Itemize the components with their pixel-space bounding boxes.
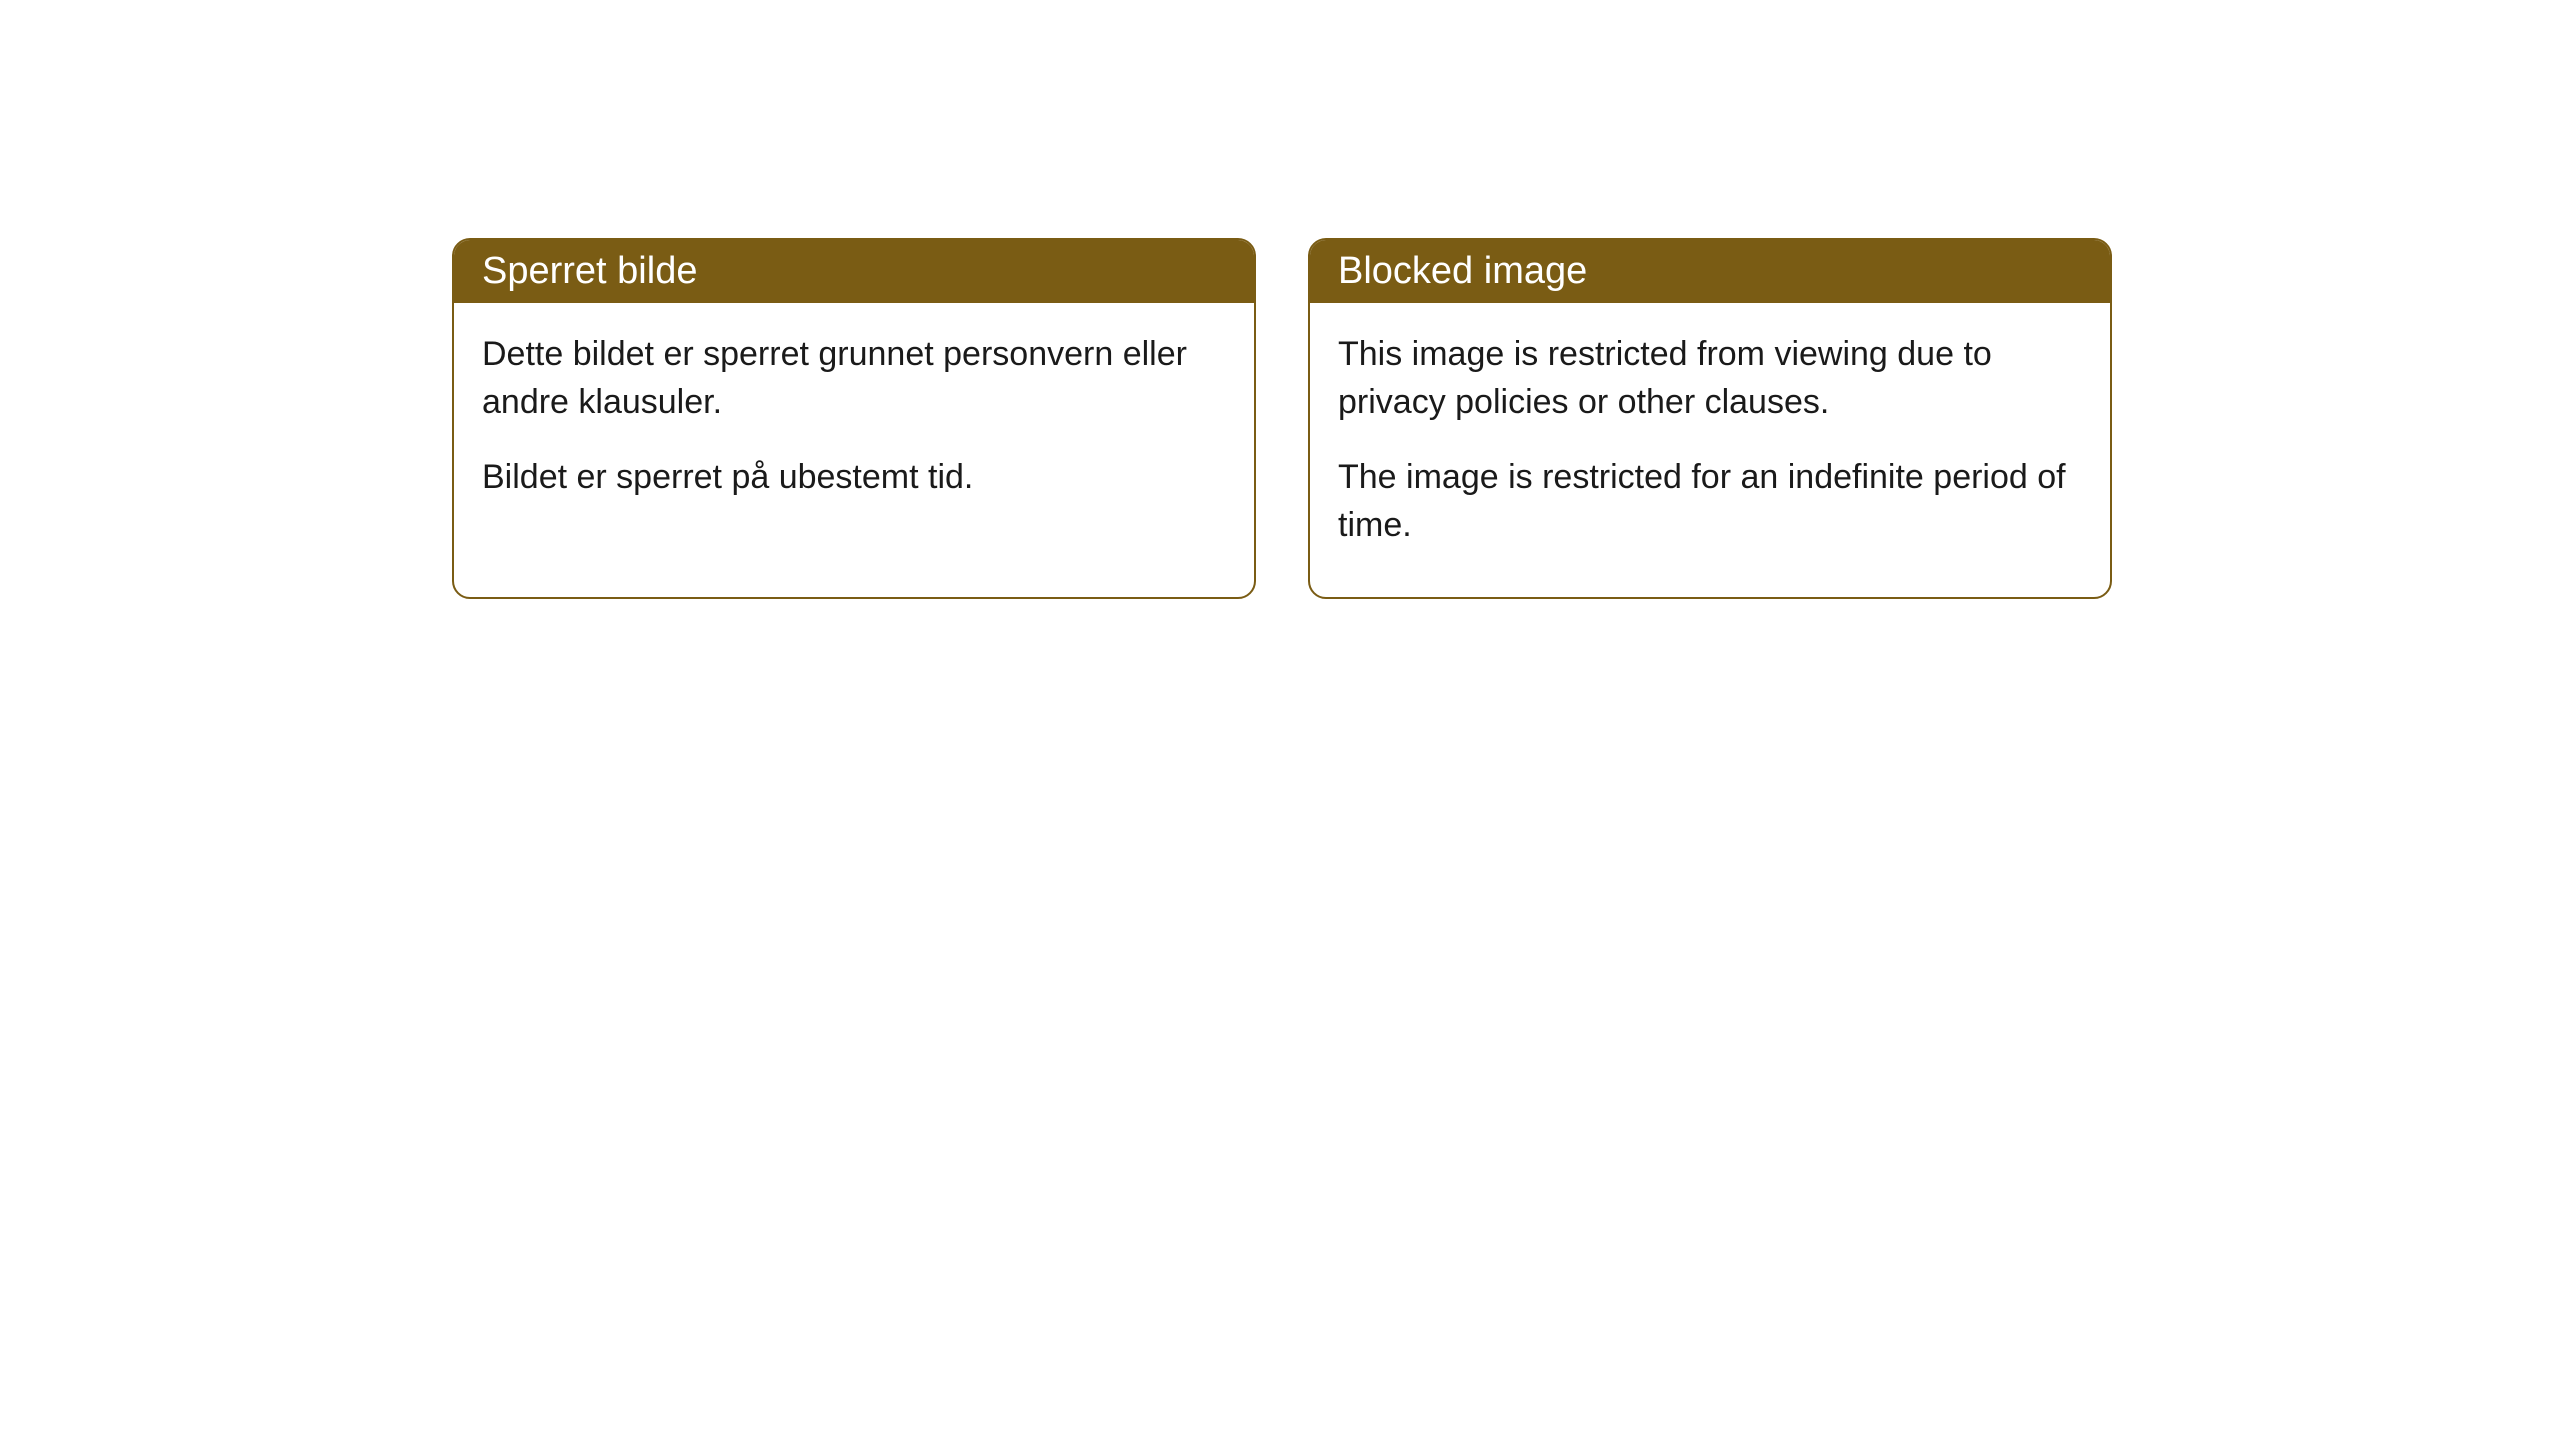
paragraph-1-english: This image is restricted from viewing du… [1338, 331, 2082, 426]
card-english: Blocked image This image is restricted f… [1308, 238, 2112, 599]
cards-container: Sperret bilde Dette bildet er sperret gr… [452, 238, 2560, 599]
card-norwegian: Sperret bilde Dette bildet er sperret gr… [452, 238, 1256, 599]
card-header-english: Blocked image [1310, 240, 2110, 303]
card-header-norwegian: Sperret bilde [454, 240, 1254, 303]
card-body-norwegian: Dette bildet er sperret grunnet personve… [454, 303, 1254, 550]
paragraph-2-english: The image is restricted for an indefinit… [1338, 454, 2082, 549]
paragraph-2-norwegian: Bildet er sperret på ubestemt tid. [482, 454, 1226, 502]
card-body-english: This image is restricted from viewing du… [1310, 303, 2110, 597]
paragraph-1-norwegian: Dette bildet er sperret grunnet personve… [482, 331, 1226, 426]
